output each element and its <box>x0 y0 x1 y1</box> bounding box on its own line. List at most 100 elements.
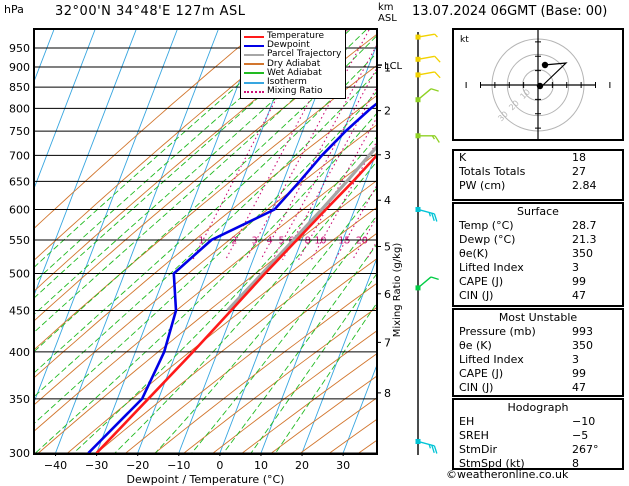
legend-color-swatch <box>244 72 264 75</box>
mixing-ratio-value-label: 3 <box>252 235 258 246</box>
pressure-tick-label: 800 <box>9 102 30 115</box>
lcl-label: LCL <box>384 61 403 72</box>
dry-adiabat-line <box>183 307 376 453</box>
isotherm-line <box>342 366 376 453</box>
legend-label: Wet Adiabat <box>267 67 322 78</box>
panel-title: Most Unstable <box>498 311 578 324</box>
data-row-key: SREH <box>459 429 489 442</box>
data-row-key: θe (K) <box>459 339 492 352</box>
legend-color-swatch <box>244 44 264 47</box>
legend-label: Parcel Trajectory <box>267 49 342 60</box>
dry-adiabat-line <box>154 283 376 453</box>
temperature-tick-label: −20 <box>126 459 149 472</box>
isotherm-line <box>301 259 376 453</box>
data-row-value: 8 <box>572 457 579 470</box>
pressure-tick-label: 950 <box>9 42 30 55</box>
temperature-tick-label: 30 <box>336 459 350 472</box>
mixing-ratio-line <box>352 217 376 260</box>
pressure-tick-label: 400 <box>9 346 30 359</box>
legend-item: Parcel Trajectory <box>244 50 342 59</box>
data-row: SREH −5 <box>454 429 622 443</box>
data-row: Dewp (°C) 21.3 <box>454 233 622 247</box>
data-row-value: 28.7 <box>572 219 597 232</box>
pressure-tick-label: 350 <box>9 393 30 406</box>
temperature-tick-label: −40 <box>44 459 67 472</box>
data-row: EH −10 <box>454 415 622 429</box>
profile-dewpoint <box>87 102 376 453</box>
data-row-value: 18 <box>572 151 586 164</box>
isotherm-line <box>219 45 376 453</box>
isotherm-line <box>55 30 219 453</box>
data-row: Totals Totals 27 <box>454 165 622 179</box>
data-row-key: Lifted Index <box>459 261 524 274</box>
altitude-tick-label: 1 <box>384 61 391 74</box>
legend-color-swatch <box>244 63 264 66</box>
mixing-ratio-value-label: 20 <box>356 235 368 246</box>
legend-label: Temperature <box>267 31 325 42</box>
data-row: PW (cm) 2.84 <box>454 179 622 193</box>
legend-item: Wet Adiabat <box>244 67 342 78</box>
hodograph-unit-label: kt <box>460 35 469 45</box>
dry-adiabat-line <box>96 233 376 453</box>
data-row: CAPE (J) 99 <box>454 367 622 381</box>
dry-adiabat-line <box>125 258 376 453</box>
skewt-svg: 1 2 3 4 5 6 8 10 15 20 <box>35 30 376 453</box>
wind-barb <box>415 438 438 454</box>
hodograph-trace <box>540 62 568 88</box>
data-row-value: 99 <box>572 275 586 288</box>
copyright-footer: ©weatheronline.co.uk <box>446 468 568 481</box>
data-row-value: 350 <box>572 339 593 352</box>
temperature-tick-label: 10 <box>254 459 268 472</box>
wet-adiabat-line <box>73 136 376 453</box>
pressure-tick-label: 900 <box>9 61 30 74</box>
data-row-value: 993 <box>572 325 593 338</box>
profile-parcel-trajectory <box>226 145 376 312</box>
temperature-tick-label: −30 <box>85 459 108 472</box>
isotherm-line <box>35 30 96 188</box>
mixing-ratio-value-label: 5 <box>279 235 285 246</box>
altitude-tick-label: 8 <box>384 387 391 400</box>
temperature-tick-label: 0 <box>216 459 223 472</box>
pressure-tick-label: 650 <box>9 175 30 188</box>
wet-adiabat-line <box>155 188 376 453</box>
legend-item: Isotherm <box>244 78 342 87</box>
data-row-key: Temp (°C) <box>459 219 514 232</box>
legend-item: Dewpoint <box>244 41 342 50</box>
pressure-tick-label: 500 <box>9 268 30 281</box>
mixing-ratio-value-label: 2 <box>231 235 237 246</box>
data-row: Temp (°C) 28.7 <box>454 219 622 233</box>
temperature-tick-label: −10 <box>167 459 190 472</box>
hodograph-ring-label: 10 <box>518 87 532 101</box>
isotherm-line <box>260 152 376 453</box>
mixing-ratio-value-label: 10 <box>314 235 326 246</box>
data-row: K 18 <box>454 151 622 165</box>
data-row-value: 2.84 <box>572 179 597 192</box>
hodograph-ring-label: 30 <box>496 110 510 124</box>
data-row-key: EH <box>459 415 475 428</box>
mixing-ratio-value-label: 15 <box>338 235 350 246</box>
data-row-key: CAPE (J) <box>459 367 504 380</box>
isotherm-line <box>96 30 260 453</box>
x-axis-title: Dewpoint / Temperature (°C) <box>127 473 285 486</box>
panel-title: Hodograph <box>507 401 569 414</box>
isotherm-line <box>178 30 342 453</box>
legend-label: Dry Adiabat <box>267 58 321 69</box>
dry-adiabat-line <box>212 330 376 453</box>
legend-item: Dry Adiabat <box>244 58 342 69</box>
wind-barb <box>415 88 439 103</box>
legend-item: Mixing Ratio <box>244 87 342 96</box>
stability-indices-panel: K 18 Totals Totals 27 PW (cm) 2.84 <box>452 149 624 201</box>
data-row: Pressure (mb) 993 <box>454 325 622 339</box>
surface-parcel-panel: Surface Temp (°C) 28.7 Dewp (°C) 21.3 θe(K) 35… <box>452 202 624 307</box>
altitude-tick-label: 6 <box>384 288 391 301</box>
mixing-ratio-line <box>192 30 313 260</box>
profile-temperature <box>95 154 376 453</box>
pressure-tick-label: 850 <box>9 81 30 94</box>
legend-label: Mixing Ratio <box>267 86 323 97</box>
wind-barb <box>415 33 438 40</box>
data-row: CAPE (J) 99 <box>454 275 622 289</box>
pressure-tick-label: 550 <box>9 234 30 247</box>
data-row-value: 99 <box>572 367 586 380</box>
